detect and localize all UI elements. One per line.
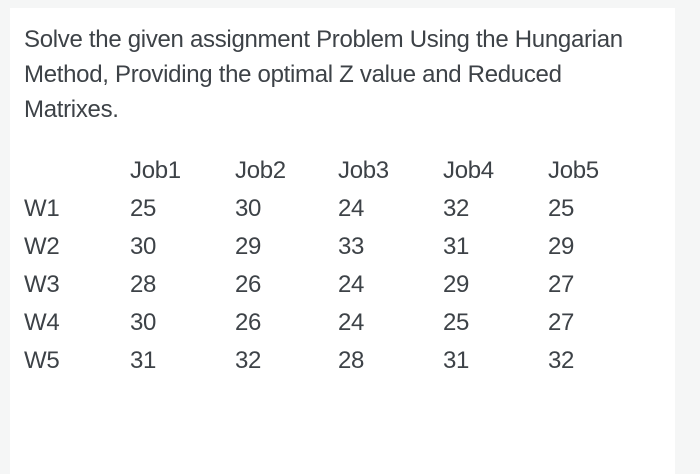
column-header-job5: Job5 xyxy=(548,157,599,184)
cell-w2-job1: 30 xyxy=(130,233,157,260)
row-label-w2: W2 xyxy=(24,233,60,260)
cell-w1-job4: 32 xyxy=(443,195,470,222)
row-label-w1: W1 xyxy=(24,195,60,222)
column-header-job4: Job4 xyxy=(443,157,494,184)
cell-w2-job5: 29 xyxy=(548,233,575,260)
row-label-w3: W3 xyxy=(24,271,60,298)
cell-w1-job2: 30 xyxy=(235,195,262,222)
problem-statement-line-1: Solve the given assignment Problem Using… xyxy=(24,26,623,53)
cell-w1-job1: 25 xyxy=(130,195,157,222)
cell-w5-job4: 31 xyxy=(443,347,470,374)
cell-w2-job4: 31 xyxy=(443,233,470,260)
problem-statement: Solve the given assignment Problem Using… xyxy=(24,22,675,127)
cell-w4-job1: 30 xyxy=(130,309,157,336)
cell-w1-job5: 25 xyxy=(548,195,575,222)
cell-w3-job2: 26 xyxy=(235,271,262,298)
content-card: Solve the given assignment Problem Using… xyxy=(10,8,675,474)
cell-w5-job3: 28 xyxy=(338,347,365,374)
row-label-w4: W4 xyxy=(24,309,60,336)
cell-w3-job5: 27 xyxy=(548,271,575,298)
table-corner-cell xyxy=(24,152,130,190)
column-header-job2: Job2 xyxy=(235,157,286,184)
cell-w2-job2: 29 xyxy=(235,233,262,260)
row-label-w5: W5 xyxy=(24,347,60,374)
cell-w4-job5: 27 xyxy=(548,309,575,336)
problem-statement-line-3: Matrixes. xyxy=(24,96,119,123)
cell-w5-job2: 32 xyxy=(235,347,262,374)
cost-table: Job1 Job2 Job3 Job4 Job5 W1 25 30 24 32 … xyxy=(24,152,675,380)
cell-w4-job3: 24 xyxy=(338,309,365,336)
cell-w5-job5: 32 xyxy=(548,347,575,374)
cell-w4-job2: 26 xyxy=(235,309,262,336)
problem-statement-line-2: Method, Providing the optimal Z value an… xyxy=(24,61,562,88)
cell-w4-job4: 25 xyxy=(443,309,470,336)
column-header-job3: Job3 xyxy=(338,157,389,184)
cell-w5-job1: 31 xyxy=(130,347,157,374)
column-header-job1: Job1 xyxy=(130,157,181,184)
cell-w3-job4: 29 xyxy=(443,271,470,298)
cell-w3-job3: 24 xyxy=(338,271,365,298)
cell-w1-job3: 24 xyxy=(338,195,365,222)
cell-w2-job3: 33 xyxy=(338,233,365,260)
cell-w3-job1: 28 xyxy=(130,271,157,298)
